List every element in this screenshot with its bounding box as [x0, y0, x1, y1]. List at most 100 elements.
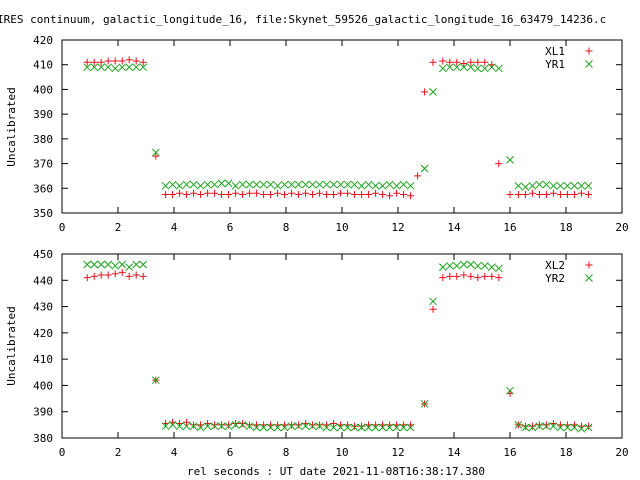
data-point	[125, 272, 133, 280]
data-point	[446, 272, 454, 280]
data-point	[506, 386, 514, 395]
x-tick-label: 12	[391, 221, 404, 234]
data-point	[210, 180, 219, 189]
y-tick-label: 410	[33, 353, 53, 366]
data-point	[330, 420, 338, 428]
x-tick-label: 8	[283, 221, 290, 234]
data-point	[474, 58, 482, 66]
data-point	[104, 63, 113, 72]
data-point	[400, 190, 408, 198]
data-point	[183, 190, 191, 198]
data-point	[301, 422, 310, 431]
y-tick-label: 390	[33, 108, 53, 121]
data-point	[495, 160, 503, 168]
data-point	[481, 58, 489, 66]
series-XL1	[83, 56, 592, 200]
data-point	[378, 423, 387, 432]
data-point	[309, 190, 317, 198]
data-point	[287, 180, 296, 189]
data-point	[351, 422, 359, 430]
data-point	[239, 420, 247, 428]
data-point	[420, 164, 429, 173]
data-point	[316, 189, 324, 197]
data-point	[295, 421, 303, 429]
data-point	[577, 424, 586, 433]
data-point	[231, 421, 240, 429]
legend-label: YR2	[545, 272, 565, 285]
data-point	[329, 180, 338, 189]
data-point	[371, 181, 380, 190]
data-point	[168, 421, 177, 429]
data-point	[506, 190, 514, 198]
data-point	[97, 58, 105, 66]
data-point	[439, 57, 447, 65]
data-point	[577, 181, 586, 190]
data-point	[210, 422, 219, 431]
data-point	[111, 64, 120, 73]
data-point	[494, 264, 503, 273]
data-point	[203, 180, 212, 189]
data-point	[224, 179, 233, 188]
x-tick-label: 16	[503, 221, 516, 234]
data-point	[336, 423, 345, 432]
data-point	[487, 63, 496, 72]
data-point	[467, 272, 475, 280]
data-point	[259, 180, 268, 189]
data-point	[132, 271, 140, 279]
data-point	[429, 297, 437, 306]
data-point	[197, 190, 205, 198]
data-point	[204, 189, 212, 197]
data-point	[323, 190, 331, 198]
legend-label: XL1	[545, 45, 565, 58]
data-point	[118, 260, 127, 269]
data-point	[528, 181, 537, 190]
data-point	[406, 181, 415, 190]
data-point	[196, 181, 205, 190]
data-point	[211, 421, 219, 429]
data-point	[584, 181, 593, 190]
data-point	[308, 180, 317, 189]
data-point	[350, 423, 359, 432]
data-point	[118, 63, 127, 72]
y-tick-label: 400	[33, 83, 53, 96]
data-point	[439, 274, 447, 282]
plot-frame	[61, 253, 623, 439]
bottom-panel: 380 390 400 410 420 430 440 450 0 2 4 6 8 10 12 14 16 18 2…	[5, 248, 629, 459]
data-point	[152, 152, 160, 160]
data-point	[316, 421, 324, 429]
data-point	[480, 64, 489, 73]
y-tick-label: 350	[33, 207, 53, 220]
data-point	[246, 189, 254, 197]
data-point	[351, 190, 359, 198]
data-point	[238, 421, 247, 429]
data-point	[429, 58, 437, 66]
data-point	[365, 190, 373, 198]
y-axis-label: Uncalibrated	[5, 87, 18, 166]
y-tick-label: 380	[33, 133, 53, 146]
x-tick-label: 14	[447, 221, 461, 234]
data-point	[139, 260, 148, 269]
data-point	[218, 190, 226, 198]
data-point	[267, 190, 275, 198]
data-point	[231, 181, 240, 190]
data-point	[182, 422, 191, 431]
data-point	[238, 180, 247, 189]
data-point	[371, 423, 380, 432]
data-point	[357, 423, 366, 432]
data-point	[358, 190, 366, 198]
data-point	[521, 423, 530, 432]
x-tick-label: 6	[227, 446, 234, 459]
data-point	[407, 192, 415, 200]
x-tick-label: 14	[447, 446, 461, 459]
data-point	[364, 180, 373, 189]
data-point	[125, 63, 134, 72]
data-point	[239, 190, 247, 198]
legend-marker	[585, 60, 593, 68]
data-point	[309, 421, 317, 429]
data-point	[90, 260, 99, 269]
data-point	[584, 423, 593, 432]
data-point	[535, 190, 543, 198]
data-point	[495, 274, 503, 282]
data-point	[111, 270, 119, 278]
data-point	[438, 263, 447, 271]
